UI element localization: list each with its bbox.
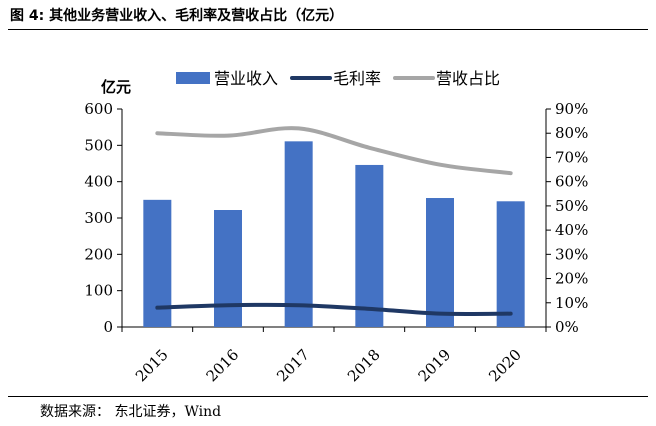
bar-2019: [426, 198, 454, 327]
legend-label: 营业收入: [214, 69, 278, 88]
x-tick-label: 2015: [132, 346, 172, 386]
right-tick-label: 60%: [555, 173, 588, 191]
line-营收占比: [155, 126, 513, 176]
bar-2017: [284, 141, 313, 327]
legend-label: 营收占比: [436, 69, 500, 88]
x-tick-label: 2018: [344, 346, 384, 386]
chart-axes: 0 100 200 300 400 500 600 0% 10% 20% 30% 40% 50% 60% 7…: [84, 100, 588, 385]
legend-label: 毛利率: [333, 69, 381, 88]
source-note: 数据来源： 东北证券，Wind: [40, 404, 222, 420]
left-tick-label: 400: [84, 173, 113, 191]
right-tick-label: 50%: [555, 197, 588, 215]
right-tick-label: 30%: [555, 245, 588, 263]
x-tick-label: 2020: [485, 346, 525, 386]
right-tick-label: 10%: [555, 294, 588, 312]
right-tick-label: 80%: [555, 124, 588, 142]
left-axis-unit: 亿元: [101, 78, 131, 96]
right-tick-label: 0%: [555, 318, 579, 336]
left-tick-label: 100: [84, 282, 113, 300]
legend-swatch-bar: [176, 72, 210, 84]
left-tick-label: 0: [103, 318, 113, 336]
bar-2020: [496, 201, 525, 327]
x-tick-label: 2016: [203, 346, 243, 386]
left-tick-label: 200: [84, 245, 113, 263]
x-tick-label: 2017: [273, 346, 313, 386]
source-rule: [8, 396, 648, 397]
title-rule: [8, 29, 648, 30]
right-tick-label: 90%: [555, 100, 588, 118]
line-series: [155, 126, 513, 317]
right-tick-label: 20%: [555, 270, 588, 288]
left-tick-label: 500: [84, 136, 113, 154]
right-tick-label: 40%: [555, 221, 588, 239]
legend: 营业收入 毛利率 营收占比: [176, 69, 500, 88]
line-毛利率: [155, 302, 513, 317]
left-tick-label: 600: [84, 100, 113, 118]
x-tick-label: 2019: [415, 346, 455, 386]
right-tick-label: 70%: [555, 148, 588, 166]
bar-2018: [355, 164, 384, 327]
left-tick-label: 300: [84, 209, 113, 227]
bar-2016: [214, 210, 242, 327]
figure-title: 图 4: 其他业务营业收入、毛利率及营收占比（亿元）: [10, 8, 344, 24]
